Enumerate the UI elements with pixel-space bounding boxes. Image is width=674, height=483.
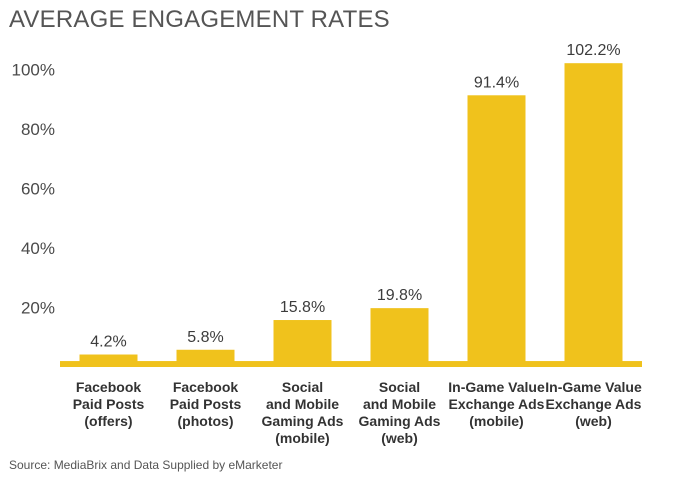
bar <box>176 349 235 367</box>
bar <box>273 320 332 367</box>
bar <box>370 308 429 367</box>
y-tick-label: 60% <box>21 180 55 199</box>
category-label: Social and Mobile Gaming Ads (web) <box>359 379 441 446</box>
data-label: 5.8% <box>187 329 223 346</box>
chart-title: AVERAGE ENGAGEMENT RATES <box>9 6 390 33</box>
x-axis: Facebook Paid Posts (offers) Facebook Paid P… <box>73 379 642 446</box>
category-label: Social and Mobile Gaming Ads (mobile) <box>262 379 344 446</box>
y-tick-label: 40% <box>21 239 55 258</box>
category-label: In-Game Value Exchange Ads (mobile) <box>448 379 545 429</box>
bar <box>467 95 526 367</box>
bar <box>564 63 623 368</box>
data-labels: 4.2% 5.8% 15.8% 19.8% 91.4% 102.2% <box>90 42 620 350</box>
data-label: 102.2% <box>566 42 620 59</box>
category-label: Facebook Paid Posts (offers) <box>73 379 145 429</box>
baseline-layer <box>60 361 642 367</box>
category-label: Facebook Paid Posts (photos) <box>170 379 242 429</box>
data-label: 91.4% <box>474 74 519 91</box>
baseline-strip <box>60 361 642 367</box>
data-label: 19.8% <box>377 287 422 304</box>
bar <box>79 354 138 367</box>
y-tick-label: 20% <box>21 299 55 318</box>
bars <box>79 63 623 368</box>
source-note: Source: MediaBrix and Data Supplied by e… <box>9 458 283 472</box>
y-tick-label: 100% <box>12 61 55 80</box>
data-label: 15.8% <box>280 299 325 316</box>
y-tick-label: 80% <box>21 120 55 139</box>
data-label: 4.2% <box>90 334 126 351</box>
y-axis: 20% 40% 60% 80% 100% <box>12 61 55 318</box>
category-label: In-Game Value Exchange Ads (web) <box>545 379 642 429</box>
